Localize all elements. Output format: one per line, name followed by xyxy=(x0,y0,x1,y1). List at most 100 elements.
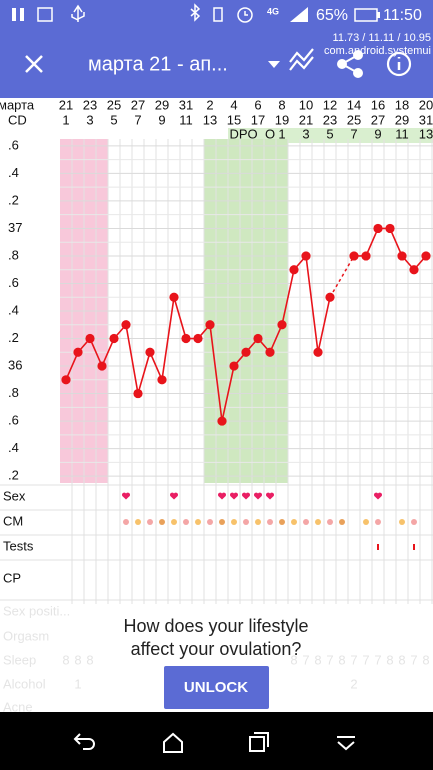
cm-icon xyxy=(315,519,321,525)
share-button[interactable] xyxy=(337,50,363,78)
temperature-point xyxy=(85,333,95,344)
sex-heart xyxy=(253,492,263,500)
y-tick-label: .6 xyxy=(8,137,19,152)
cm-icon xyxy=(399,519,405,525)
header-columns: 2112332552772993111213415617819102112231… xyxy=(59,97,433,141)
date-label: 16 xyxy=(371,97,385,112)
temperature-point xyxy=(73,347,83,357)
home-button[interactable] xyxy=(163,732,183,753)
date-label: 2 xyxy=(206,97,213,112)
phase-label: DPO xyxy=(230,126,258,141)
recents-button[interactable] xyxy=(249,732,269,752)
row-label: CM xyxy=(3,513,23,528)
phase-label: O xyxy=(265,126,275,141)
y-tick-label: .8 xyxy=(8,385,19,400)
dropdown-arrow[interactable] xyxy=(268,61,280,68)
temperature-point xyxy=(97,361,107,371)
y-tick-label: 37 xyxy=(8,220,22,235)
cm-icon xyxy=(291,519,297,525)
date-label: 18 xyxy=(395,97,409,112)
unlock-label[interactable]: UNLOCK xyxy=(184,679,248,696)
temperature-point xyxy=(145,347,155,357)
temperature-point xyxy=(313,347,323,357)
temperature-point xyxy=(265,347,275,357)
nav-bar xyxy=(0,712,433,770)
temperature-point xyxy=(421,251,431,261)
y-tick-label: .6 xyxy=(8,275,19,290)
cycle-day-label: 25 xyxy=(347,112,361,127)
cm-icon xyxy=(207,519,213,525)
row-label: Tests xyxy=(3,538,34,553)
y-tick-label: .2 xyxy=(8,330,19,345)
clock: 11:50 xyxy=(383,7,422,24)
date-label: 23 xyxy=(83,97,97,112)
temperature-point xyxy=(61,375,71,385)
temperature-point xyxy=(169,292,179,302)
cycle-day-label: 5 xyxy=(110,112,117,127)
sex-heart xyxy=(241,492,251,500)
promo-line-2: affect your ovulation? xyxy=(131,639,302,659)
hide-keyboard-button[interactable] xyxy=(337,736,355,751)
phase-label: 3 xyxy=(302,126,309,141)
cycle-day-label: 19 xyxy=(275,112,289,127)
toolbar-title[interactable]: марта 21 - ап... xyxy=(88,53,228,75)
test-mark xyxy=(413,544,415,550)
cd-label: CD xyxy=(8,112,27,127)
cm-icon xyxy=(123,519,129,525)
date-label: 10 xyxy=(299,97,313,112)
battery-percent: 65% xyxy=(316,7,348,24)
y-tick-label: .4 xyxy=(8,440,19,455)
date-label: 14 xyxy=(347,97,361,112)
temperature-chart: .2 .4 .6 .8 36 .2 .4 .6 .8 37 .2 .4 .6 xyxy=(8,137,433,604)
info-button[interactable] xyxy=(386,51,412,77)
sex-heart xyxy=(229,492,239,500)
cm-icon xyxy=(147,519,153,525)
phase-label: 11 xyxy=(395,126,409,141)
sex-heart xyxy=(121,492,131,500)
cm-icon xyxy=(231,519,237,525)
phase-label: 5 xyxy=(326,126,333,141)
row-label: Sex xyxy=(3,488,26,503)
phase-label: 7 xyxy=(350,126,357,141)
cm-icon xyxy=(183,519,189,525)
cm-icon xyxy=(135,519,141,525)
month-label: марта xyxy=(0,97,35,112)
close-button[interactable] xyxy=(25,55,43,73)
cycle-day-label: 3 xyxy=(86,112,93,127)
cm-icon xyxy=(159,519,165,525)
temperature-point xyxy=(289,265,299,275)
temperature-point xyxy=(109,333,119,344)
y-tick-label: .2 xyxy=(8,192,19,207)
temperature-point xyxy=(325,292,335,302)
test-mark xyxy=(377,544,379,550)
date-label: 8 xyxy=(278,97,285,112)
date-label: 6 xyxy=(254,97,261,112)
date-label: 20 xyxy=(419,97,433,112)
cycle-day-label: 1 xyxy=(62,112,69,127)
back-button[interactable] xyxy=(73,733,95,750)
sex-heart xyxy=(217,492,227,500)
cm-icon xyxy=(375,519,381,525)
temperature-point xyxy=(373,223,383,234)
temperature-point xyxy=(385,223,395,234)
date-label: 12 xyxy=(323,97,337,112)
date-label: 4 xyxy=(230,97,237,112)
cm-icon xyxy=(327,519,333,525)
y-tick-label: .4 xyxy=(8,302,19,317)
cycle-day-label: 15 xyxy=(227,112,241,127)
cm-icon xyxy=(195,519,201,525)
temperature-point xyxy=(205,320,215,330)
unlock-button[interactable]: UNLOCK xyxy=(164,666,269,709)
sex-heart xyxy=(169,492,179,500)
cm-icon xyxy=(411,519,417,525)
chart-mode-button[interactable] xyxy=(289,48,314,71)
date-label: 31 xyxy=(179,97,193,112)
date-label: 29 xyxy=(155,97,169,112)
temperature-point xyxy=(241,347,251,357)
cycle-day-label: 23 xyxy=(323,112,337,127)
phase-label: 9 xyxy=(374,126,381,141)
temperature-point xyxy=(349,251,359,261)
y-tick-label: 36 xyxy=(8,357,22,372)
temperature-point xyxy=(157,375,167,385)
phase-label: 1 xyxy=(278,126,285,141)
